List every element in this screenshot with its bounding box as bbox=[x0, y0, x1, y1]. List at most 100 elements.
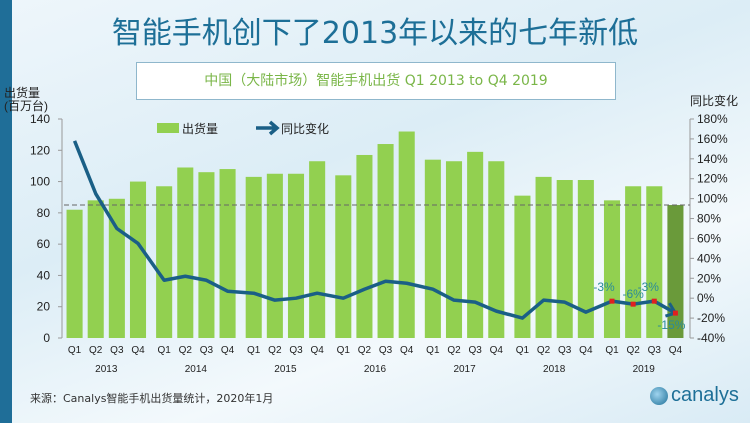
quarter-label: Q3 bbox=[558, 345, 572, 356]
y2-tick-label: 180% bbox=[697, 112, 728, 126]
year-label: 2018 bbox=[543, 364, 566, 375]
y-tick-label: 100 bbox=[30, 175, 50, 189]
quarter-label: Q1 bbox=[337, 345, 351, 356]
quarter-label: Q1 bbox=[247, 345, 261, 356]
bar-2016-Q3 bbox=[377, 144, 394, 338]
yoy-data-label: -3% bbox=[638, 280, 660, 294]
chart-subtitle: 中国（大陆市场）智能手机出货 Q1 2013 to Q4 2019 bbox=[136, 62, 616, 100]
quarter-label: Q3 bbox=[289, 345, 303, 356]
bar-2013-Q1 bbox=[66, 209, 83, 338]
y2-axis-title: 同比变化 bbox=[690, 93, 738, 108]
y2-tick-label: 0% bbox=[697, 291, 715, 305]
bar-2018-Q4 bbox=[577, 180, 594, 338]
quarter-label: Q1 bbox=[516, 345, 530, 356]
bar-2017-Q3 bbox=[467, 151, 484, 338]
bar-2015-Q4 bbox=[309, 161, 326, 338]
bar-2016-Q1 bbox=[335, 175, 352, 338]
bar-2016-Q4 bbox=[398, 131, 415, 338]
quarter-label: Q4 bbox=[579, 345, 593, 356]
bar-2019-Q3 bbox=[646, 186, 663, 338]
page-title: 智能手机创下了2013年以来的七年新低 bbox=[111, 16, 639, 51]
bar-2015-Q3 bbox=[287, 173, 305, 338]
bar-2018-Q2 bbox=[535, 176, 552, 338]
quarter-label: Q2 bbox=[358, 345, 372, 356]
y2-tick-label: 80% bbox=[697, 212, 721, 226]
yoy-marker bbox=[630, 301, 636, 307]
year-label: 2015 bbox=[274, 364, 297, 375]
year-label: 2013 bbox=[95, 364, 118, 375]
legend-arrow-icon bbox=[256, 120, 280, 136]
quarter-label: Q2 bbox=[268, 345, 282, 356]
quarter-label: Q3 bbox=[468, 345, 482, 356]
quarter-label: Q4 bbox=[400, 345, 414, 356]
quarter-label: Q3 bbox=[648, 345, 662, 356]
legend-line-label: 同比变化 bbox=[281, 121, 329, 136]
y-axis-unit: (百万台) bbox=[4, 98, 48, 113]
quarter-label: Q2 bbox=[179, 345, 193, 356]
bar-2013-Q4 bbox=[129, 181, 147, 338]
yoy-marker bbox=[651, 298, 657, 304]
y2-tick-label: -20% bbox=[697, 311, 725, 325]
bar-2013-Q2 bbox=[87, 200, 104, 338]
quarter-label: Q4 bbox=[490, 345, 504, 356]
logo-text: canalys bbox=[671, 384, 739, 406]
y2-tick-label: 40% bbox=[697, 251, 721, 265]
bar-2015-Q1 bbox=[245, 176, 262, 338]
quarter-label: Q1 bbox=[605, 345, 619, 356]
canalys-logo: canalys bbox=[650, 384, 739, 407]
bar-2019-Q2 bbox=[625, 186, 642, 338]
y-tick-label: 0 bbox=[43, 331, 50, 345]
logo-globe-icon bbox=[650, 386, 668, 405]
bar-2014-Q4 bbox=[219, 169, 236, 338]
legend-bar-label: 出货量 bbox=[182, 121, 218, 136]
quarter-label: Q3 bbox=[200, 345, 214, 356]
quarter-label: Q2 bbox=[447, 345, 461, 356]
quarter-label: Q1 bbox=[426, 345, 440, 356]
bar-2017-Q2 bbox=[445, 161, 463, 338]
bar-2018-Q1 bbox=[514, 195, 531, 338]
year-label: 2014 bbox=[185, 364, 208, 375]
quarter-label: Q3 bbox=[110, 345, 124, 356]
quarter-label: Q2 bbox=[89, 345, 103, 356]
y-tick-label: 60 bbox=[37, 237, 51, 251]
bar-2017-Q1 bbox=[424, 159, 441, 338]
source-note: 来源：Canalys智能手机出货量统计，2020年1月 bbox=[30, 392, 274, 405]
bar-2016-Q2 bbox=[356, 154, 373, 338]
y-axis-title: 出货量 bbox=[4, 85, 40, 100]
quarter-label: Q4 bbox=[131, 345, 145, 356]
bar-2014-Q2 bbox=[177, 167, 194, 338]
y2-tick-label: 120% bbox=[697, 172, 728, 186]
y2-tick-label: 20% bbox=[697, 271, 721, 285]
bar-2018-Q3 bbox=[556, 180, 573, 338]
yoy-data-label: -6% bbox=[622, 287, 644, 301]
y-tick-label: 20 bbox=[37, 300, 51, 314]
y2-tick-label: 100% bbox=[697, 192, 728, 206]
yoy-data-label: -3% bbox=[593, 280, 615, 294]
quarter-label: Q4 bbox=[669, 345, 683, 356]
yoy-line bbox=[72, 140, 677, 320]
legend-bar-swatch bbox=[157, 123, 179, 133]
y-tick-label: 80 bbox=[37, 206, 51, 220]
yoy-data-label: -15% bbox=[657, 318, 685, 332]
quarter-label: Q2 bbox=[537, 345, 551, 356]
y2-tick-label: 160% bbox=[697, 132, 728, 146]
bar-2014-Q3 bbox=[198, 172, 215, 338]
y-tick-label: 40 bbox=[37, 268, 51, 282]
bar-2013-Q3 bbox=[108, 198, 125, 338]
quarter-label: Q4 bbox=[310, 345, 324, 356]
y2-tick-label: 140% bbox=[697, 152, 728, 166]
quarter-label: Q1 bbox=[157, 345, 171, 356]
yoy-marker bbox=[609, 298, 615, 304]
yoy-marker bbox=[672, 310, 678, 316]
y-tick-label: 120 bbox=[30, 143, 50, 157]
quarter-label: Q1 bbox=[68, 345, 82, 356]
quarter-label: Q2 bbox=[626, 345, 640, 356]
year-label: 2019 bbox=[633, 364, 656, 375]
quarter-label: Q3 bbox=[379, 345, 393, 356]
left-accent-bar bbox=[0, 0, 12, 423]
y2-tick-label: 60% bbox=[697, 231, 721, 245]
bar-2014-Q1 bbox=[156, 186, 173, 338]
year-label: 2016 bbox=[364, 364, 387, 375]
year-label: 2017 bbox=[453, 364, 476, 375]
